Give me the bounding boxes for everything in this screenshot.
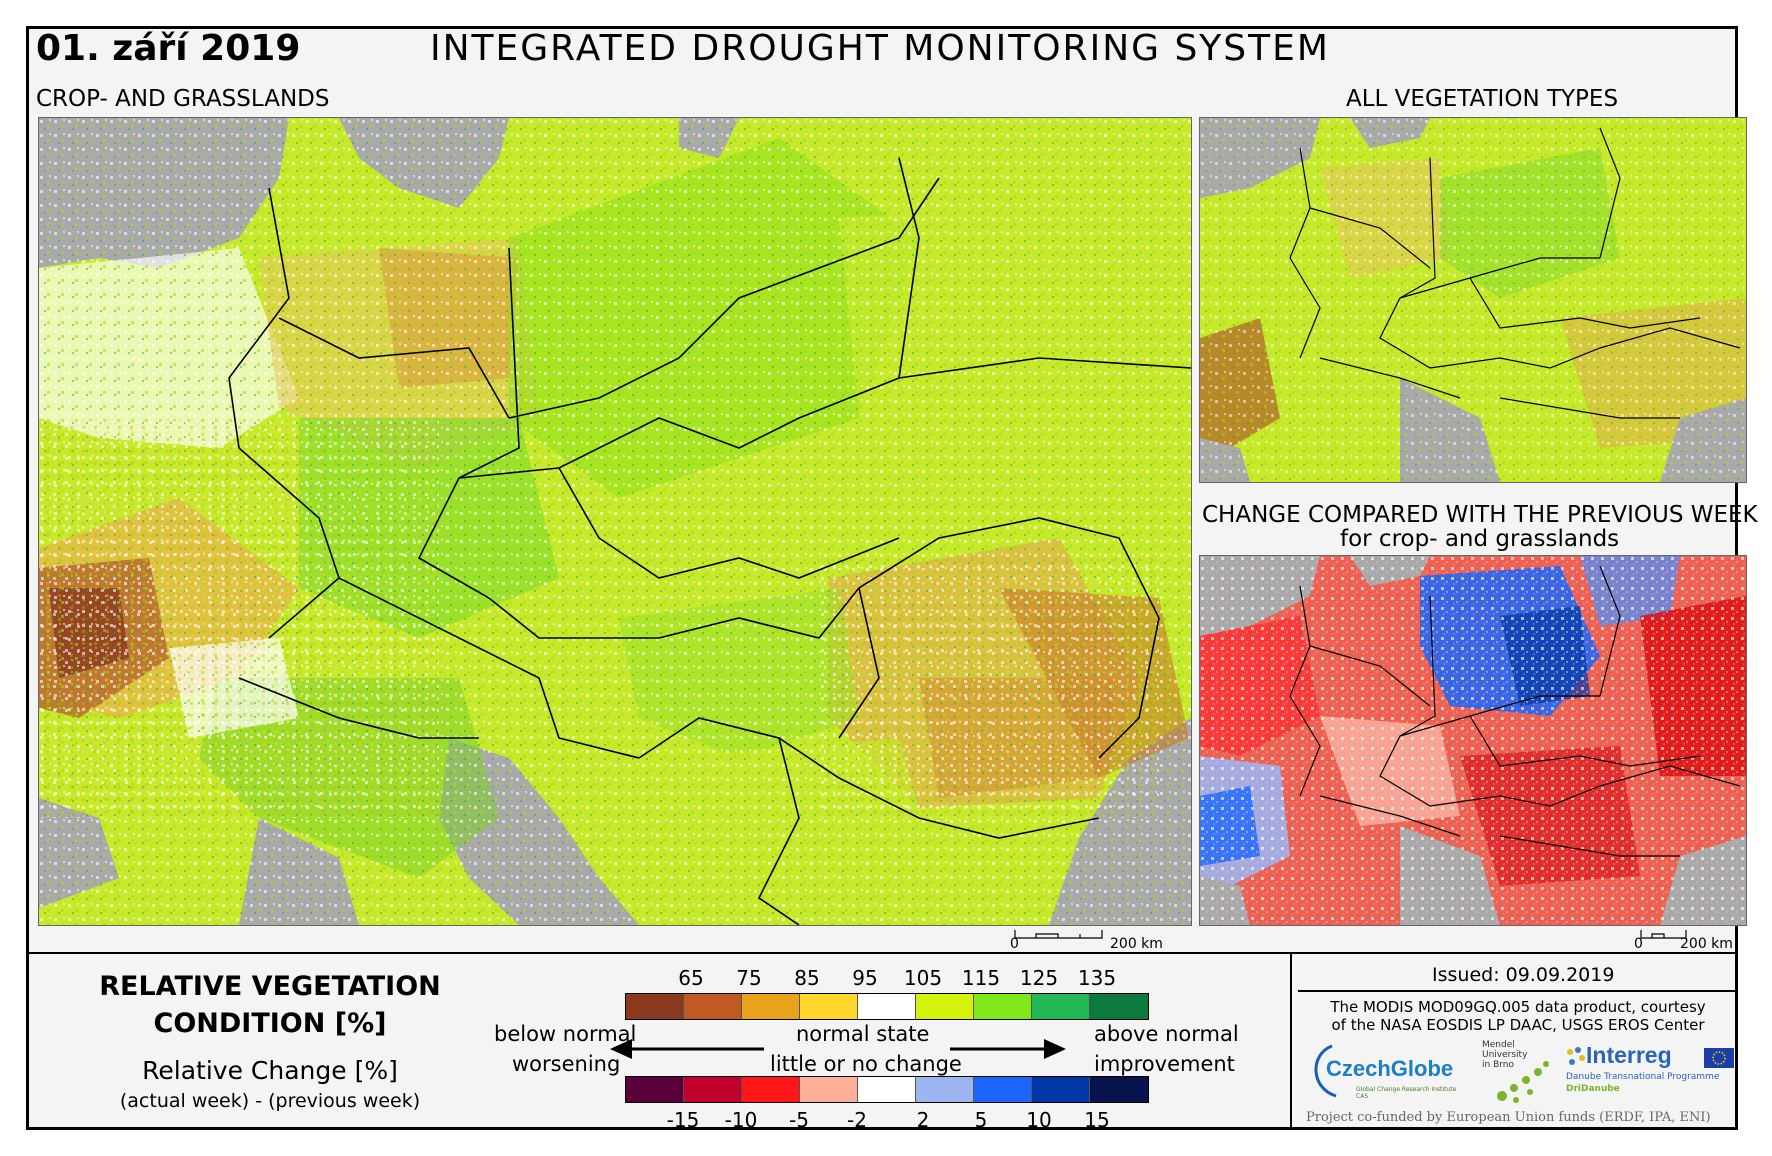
right-arrow-icon <box>950 1039 1066 1059</box>
condition-color-swatch <box>974 994 1032 1019</box>
left-arrow-icon <box>610 1039 764 1059</box>
condition-color-swatch <box>684 994 742 1019</box>
change-tick: 15 <box>1084 1108 1110 1132</box>
change-title: Relative Change [%] <box>142 1056 398 1085</box>
improvement-label: improvement <box>1094 1052 1235 1076</box>
dridanube-text: DriDanube <box>1566 1084 1620 1094</box>
interreg-text: Interreg <box>1586 1042 1672 1068</box>
legend-title-line-2: CONDITION [%] <box>153 1008 387 1039</box>
worsening-label: worsening <box>512 1052 621 1076</box>
change-ticks: -15 -10 -5 -2 2 5 10 15 <box>625 1108 1150 1132</box>
small-scale-bar: 0 200 km <box>1634 930 1744 952</box>
all-vegetation-label: ALL VEGETATION TYPES <box>1346 86 1619 112</box>
condition-color-swatch <box>1090 994 1148 1019</box>
condition-color-swatch <box>916 994 974 1019</box>
change-map-sublabel: for crop- and grasslands <box>1340 526 1620 552</box>
legend-title-line-1: RELATIVE VEGETATION <box>99 971 441 1002</box>
small-scale-zero: 0 <box>1634 936 1643 952</box>
data-credit: The MODIS MOD09GQ.005 data product, cour… <box>1300 998 1736 1034</box>
page-title: INTEGRATED DROUGHT MONITORING SYSTEM <box>430 28 1330 69</box>
above-normal-label: above normal <box>1094 1022 1239 1046</box>
change-tick: 2 <box>916 1108 930 1132</box>
weekly-change-map <box>1199 555 1747 926</box>
change-tick: 10 <box>1026 1108 1052 1132</box>
condition-tick: 95 <box>852 966 878 990</box>
main-scale-bar: 0 200 km <box>1010 930 1180 952</box>
condition-color-swatch <box>626 994 684 1019</box>
main-map-label: CROP- AND GRASSLANDS <box>36 86 330 112</box>
mendel-logo: Mendel University in Brno <box>1474 1040 1554 1104</box>
change-color-swatch <box>974 1077 1032 1102</box>
credit-line-1: The MODIS MOD09GQ.005 data product, cour… <box>1330 998 1706 1016</box>
condition-tick: 115 <box>961 966 1001 990</box>
mendel-line-1: Mendel <box>1482 1040 1515 1050</box>
change-tick: -10 <box>724 1108 758 1132</box>
credit-line-2: of the NASA EOSDIS LP DAAC, USGS EROS Ce… <box>1331 1016 1705 1034</box>
condition-tick: 125 <box>1019 966 1059 990</box>
czechglobe-swoosh-icon <box>1314 1044 1337 1098</box>
funding-note: Project co-funded by European Union fund… <box>1306 1110 1711 1125</box>
legend-title: RELATIVE VEGETATION CONDITION [%] <box>60 968 480 1042</box>
scale-zero: 0 <box>1010 936 1019 952</box>
czechglobe-logo: CzechGlobe Global Change Research Instit… <box>1306 1040 1466 1102</box>
mendel-text: Mendel University in Brno <box>1482 1040 1527 1070</box>
legend-divider <box>26 952 1738 954</box>
mendel-dots-icon <box>1497 1061 1549 1103</box>
mendel-line-3: in Brno <box>1482 1060 1514 1070</box>
condition-tick: 135 <box>1077 966 1117 990</box>
below-normal-label: below normal <box>494 1022 637 1046</box>
weekly-change-canvas <box>1200 556 1746 925</box>
interreg-subtext: Danube Transnational Programme <box>1566 1072 1720 1082</box>
condition-tick: 65 <box>678 966 704 990</box>
czechglobe-text: CzechGlobe <box>1326 1056 1454 1081</box>
change-color-swatch <box>684 1077 742 1102</box>
issued-date: Issued: 09.09.2019 <box>1432 964 1615 986</box>
interreg-swirl-icon <box>1567 1047 1585 1065</box>
change-map-label: CHANGE COMPARED WITH THE PREVIOUS WEEK <box>1202 502 1758 528</box>
change-color-swatch <box>800 1077 858 1102</box>
change-tick: -2 <box>847 1108 867 1132</box>
change-color-swatch <box>1032 1077 1090 1102</box>
change-tick: -5 <box>789 1108 809 1132</box>
all-vegetation-canvas <box>1200 118 1746 482</box>
change-color-swatch <box>1090 1077 1148 1102</box>
change-tick: 5 <box>974 1108 988 1132</box>
condition-color-swatch <box>1032 994 1090 1019</box>
all-vegetation-map <box>1199 117 1747 483</box>
change-colorbar <box>625 1076 1149 1103</box>
scale-distance: 200 km <box>1110 936 1163 952</box>
normal-state-label: normal state <box>796 1022 930 1046</box>
czechglobe-subtext: Global Change Research Institute CAS <box>1356 1086 1457 1100</box>
condition-color-swatch <box>800 994 858 1019</box>
issued-divider <box>1298 990 1738 992</box>
condition-tick: 85 <box>794 966 820 990</box>
interreg-logo: Interreg Danube Transnational Programme … <box>1560 1040 1738 1104</box>
change-formula: (actual week) - (previous week) <box>119 1090 421 1112</box>
footer-divider <box>1290 952 1292 1130</box>
change-color-swatch <box>626 1077 684 1102</box>
change-color-swatch <box>742 1077 800 1102</box>
condition-color-swatch <box>742 994 800 1019</box>
change-color-swatch <box>858 1077 916 1102</box>
condition-tick: 75 <box>736 966 762 990</box>
small-scale-distance: 200 km <box>1680 936 1733 952</box>
little-change-label: little or no change <box>770 1052 962 1076</box>
condition-colorbar <box>625 993 1149 1020</box>
condition-ticks: 65 75 85 95 105 115 125 135 <box>625 966 1150 990</box>
change-tick: -15 <box>666 1108 700 1132</box>
condition-color-swatch <box>858 994 916 1019</box>
scale-bar-graphic <box>1014 930 1103 939</box>
condition-tick: 105 <box>903 966 943 990</box>
map-date: 01. září 2019 <box>36 28 301 69</box>
eu-flag-icon <box>1704 1048 1734 1068</box>
change-color-swatch <box>916 1077 974 1102</box>
main-drought-map <box>38 117 1192 926</box>
mendel-line-2: University <box>1482 1050 1528 1060</box>
main-map-canvas <box>39 118 1191 925</box>
small-scale-bar-graphic <box>1640 930 1687 939</box>
